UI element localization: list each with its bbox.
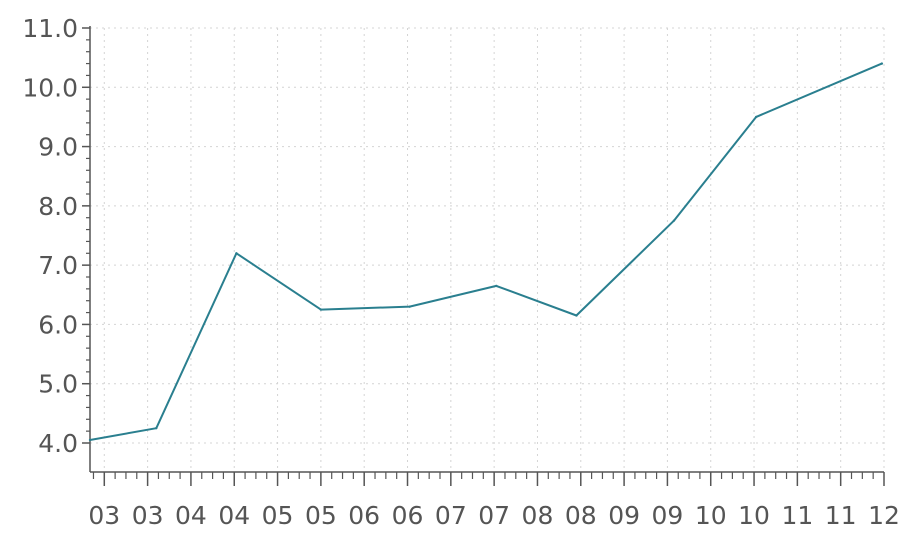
y-tick-label: 5.0 xyxy=(38,370,78,399)
y-tick-label: 9.0 xyxy=(38,133,78,162)
data-point xyxy=(235,252,238,255)
y-tick-label: 11.0 xyxy=(22,14,78,43)
data-point xyxy=(575,314,578,317)
y-tick-label: 10.0 xyxy=(22,73,78,102)
y-tick-label: 6.0 xyxy=(38,310,78,339)
grid xyxy=(90,27,885,472)
x-tick-label: 11 xyxy=(825,501,857,530)
axes xyxy=(82,26,885,486)
x-tick-label: 05 xyxy=(262,501,294,530)
x-tick-label: 03 xyxy=(88,501,120,530)
data-point xyxy=(755,115,758,119)
y-tick-label: 4.0 xyxy=(38,429,78,458)
x-tick-label: 09 xyxy=(608,501,640,530)
x-tick-label: 09 xyxy=(652,501,684,530)
x-tick-label: 08 xyxy=(565,501,597,530)
x-tick-label: 05 xyxy=(305,501,337,530)
data-point xyxy=(495,284,498,288)
series-line xyxy=(89,62,883,441)
x-tick-label: 03 xyxy=(132,501,164,530)
series-layer xyxy=(88,62,884,442)
x-tick-label: 12 xyxy=(868,501,900,530)
data-point xyxy=(319,308,323,311)
data-point xyxy=(408,305,411,308)
y-tick-label: 8.0 xyxy=(38,192,78,221)
x-tick-label: 06 xyxy=(392,501,424,530)
x-tick-label: 04 xyxy=(218,501,250,530)
x-tick-label: 10 xyxy=(738,501,770,530)
x-tick-label: 06 xyxy=(348,501,380,530)
data-point xyxy=(672,219,676,222)
x-tick-label: 04 xyxy=(175,501,207,530)
x-tick-label: 11 xyxy=(781,501,813,530)
x-tick-label: 07 xyxy=(435,501,467,530)
x-tick-label: 10 xyxy=(695,501,727,530)
data-point xyxy=(155,426,158,430)
y-tick-label: 7.0 xyxy=(38,251,78,280)
tick-labels: 4.0 5.0 6.0 7.0 8.0 9.0 10.0 11.0 03 03 04 04 05 05 06… xyxy=(22,14,900,530)
data-point xyxy=(880,62,884,65)
x-tick-label: 07 xyxy=(478,501,510,530)
x-tick-label: 08 xyxy=(522,501,554,530)
data-point xyxy=(88,438,92,442)
